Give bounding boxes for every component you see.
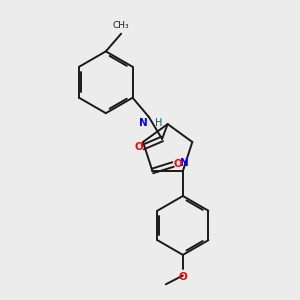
Text: N: N [139,118,147,128]
Text: N: N [180,158,189,168]
Text: CH₃: CH₃ [113,21,130,30]
Text: O: O [173,159,182,169]
Text: O: O [134,142,143,152]
Text: H: H [155,118,163,128]
Text: O: O [178,272,187,282]
